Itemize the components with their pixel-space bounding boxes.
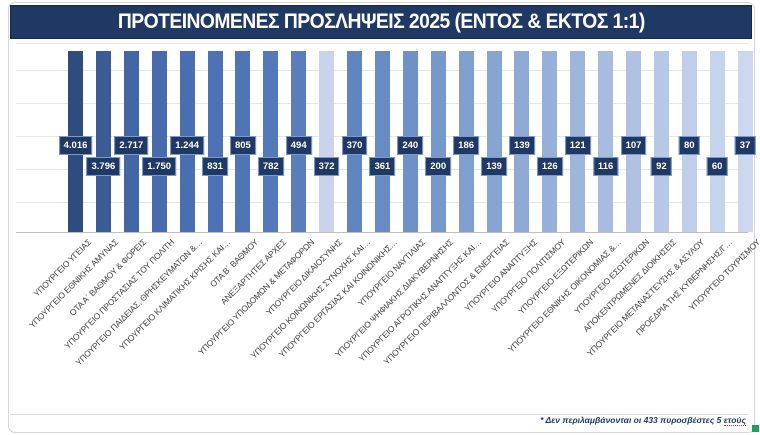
chart-title: ΠΡΟΤΕΙΝΟΜΕΝΕΣ ΠΡΟΣΛΗΨΕΙΣ 2025 (ΕΝΤΟΣ & Ε…: [117, 10, 645, 33]
footnote-underlined-word: ετούς: [723, 415, 746, 426]
bottom-rule: [10, 414, 748, 415]
footnote: * Δεν περιλαμβάνονται οι 433 πυροσβέστες…: [534, 415, 746, 426]
selection-fill-handle[interactable]: [752, 425, 759, 432]
chart-panel: [8, 2, 755, 433]
footnote-text: * Δεν περιλαμβάνονται οι 433 πυροσβέστες…: [540, 415, 724, 425]
chart-title-bar: ΠΡΟΤΕΙΝΟΜΕΝΕΣ ΠΡΟΣΛΗΨΕΙΣ 2025 (ΕΝΤΟΣ & Ε…: [10, 5, 752, 39]
